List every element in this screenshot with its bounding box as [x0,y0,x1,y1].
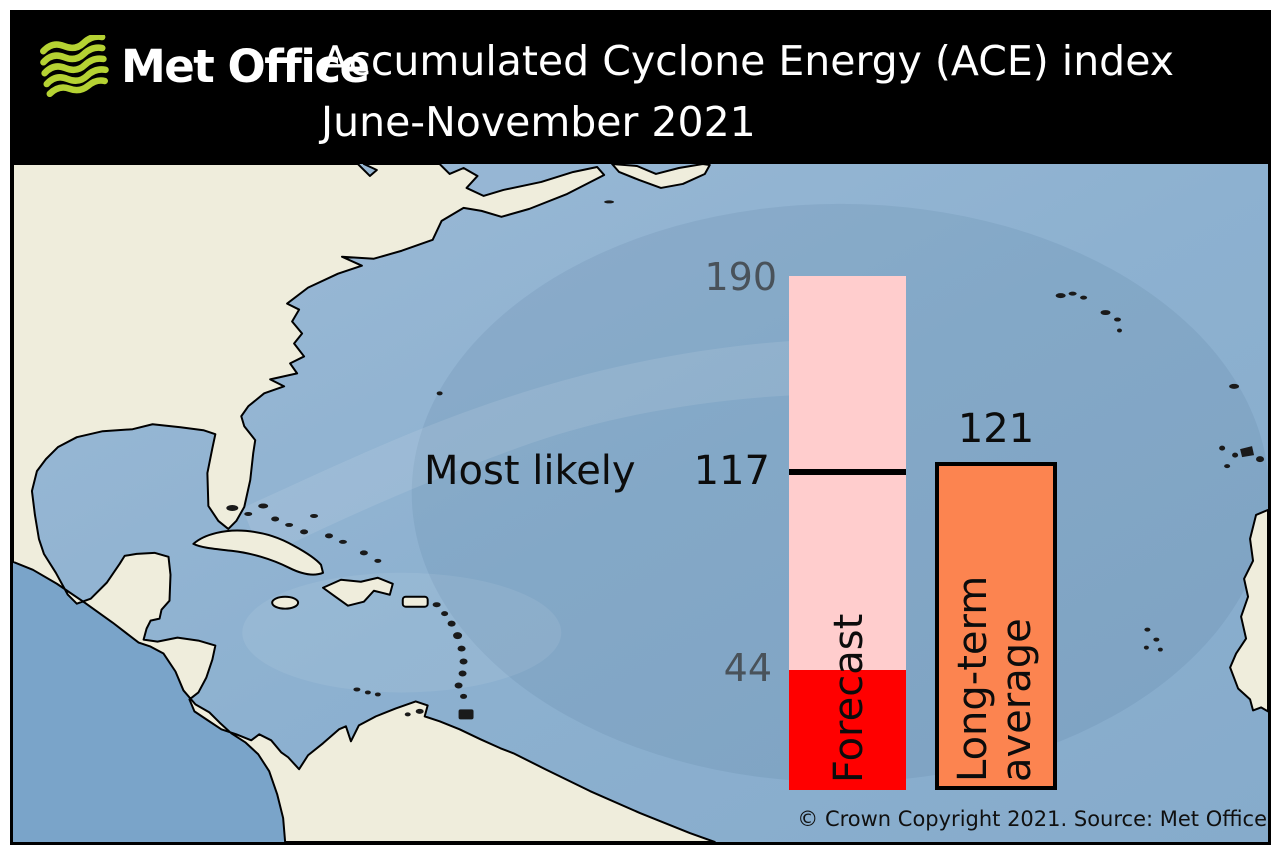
canary-islands [1219,445,1265,469]
forecast-bar-label: Forecast [826,613,872,783]
copyright-notice: © Crown Copyright 2021. Source: Met Offi… [797,807,1267,831]
newfoundland-land [611,164,711,189]
forecast-below-range-bar [789,670,906,790]
sable-island [604,200,615,204]
range-high-label: 190 [704,255,777,299]
long-term-bar-label-line1: Long-term [950,575,996,782]
africa-land [1229,508,1268,713]
chart-title: Accumulated Cyclone Energy (ACE) index J… [321,31,1174,153]
lesser-antilles-islands [353,602,474,720]
long-term-bar-label-line2: average [994,618,1040,782]
most-likely-line [789,469,906,475]
bahamas-islands [226,503,382,563]
madeira-island [1229,383,1240,389]
met-office-waves-icon [40,35,109,97]
puerto-rico-island [401,595,429,608]
logo-wordmark: Met Office [121,39,370,93]
long-term-bar-label: Long-term average [950,542,1041,782]
bermuda-island [436,391,443,396]
most-likely-value-label: 117 [693,448,770,494]
pacific-ocean [13,560,286,842]
met-office-logo: Met Office [39,35,370,97]
caribbean-light-patch [242,572,562,693]
cuba-island [192,529,325,576]
hispaniola-island [322,576,394,607]
most-likely-text-label: Most likely [424,448,636,494]
gulf-stream-light-band [242,338,861,558]
north-central-south-america-land [13,164,716,842]
header-bar: Met Office Accumulated Cyclone Energy (A… [13,13,1268,164]
chart-frame: Met Office Accumulated Cyclone Energy (A… [10,10,1271,845]
long-term-average-bar [935,462,1057,790]
title-line-1: Accumulated Cyclone Energy (ACE) index [321,37,1174,85]
range-low-label: 44 [723,646,772,690]
long-term-value-label: 121 [957,406,1035,452]
cape-verde-islands [1143,627,1163,652]
jamaica-island [271,595,300,610]
title-line-2: June-November 2021 [321,98,756,146]
azores-islands [1055,291,1122,333]
